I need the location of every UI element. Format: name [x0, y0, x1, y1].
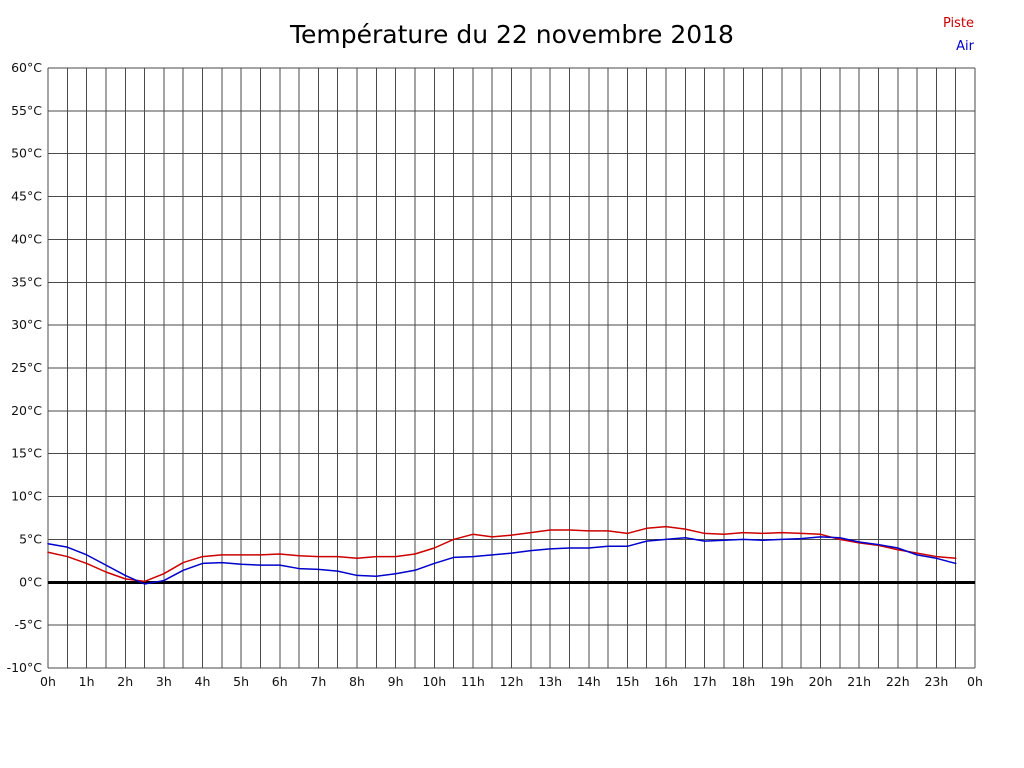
x-tick-label: 9h: [388, 674, 404, 689]
y-tick-label: 45°C: [11, 189, 42, 204]
x-tick-label: 7h: [310, 674, 326, 689]
x-tick-label: 16h: [654, 674, 678, 689]
series-line-air: [47, 536, 957, 585]
y-tick-label: -5°C: [15, 617, 43, 632]
x-tick-label: 19h: [770, 674, 794, 689]
x-tick-label: 12h: [500, 674, 524, 689]
x-tick-label: 6h: [272, 674, 288, 689]
x-tick-label: 4h: [195, 674, 211, 689]
y-tick-label: 20°C: [11, 403, 42, 418]
x-tick-label: 1h: [79, 674, 95, 689]
x-tick-label: 10h: [422, 674, 446, 689]
y-tick-label: 35°C: [11, 274, 42, 289]
x-tick-label: 2h: [117, 674, 133, 689]
y-tick-label: 30°C: [11, 317, 42, 332]
y-tick-label: 0°C: [19, 574, 42, 589]
y-tick-label: 5°C: [19, 531, 42, 546]
y-tick-label: 40°C: [11, 231, 42, 246]
y-tick-label: 15°C: [11, 446, 42, 461]
x-tick-label: 23h: [924, 674, 948, 689]
x-tick-label: 5h: [233, 674, 249, 689]
legend-item-air: Air: [956, 39, 974, 54]
y-tick-label: 10°C: [11, 489, 42, 504]
y-tick-label: 50°C: [11, 146, 42, 161]
x-tick-label: 20h: [809, 674, 833, 689]
y-tick-label: -10°C: [7, 660, 43, 675]
x-tick-label: 8h: [349, 674, 365, 689]
x-tick-label: 11h: [461, 674, 485, 689]
chart-title: Température du 22 novembre 2018: [290, 20, 734, 49]
x-tick-label: 15h: [615, 674, 639, 689]
x-tick-label: 14h: [577, 674, 601, 689]
x-tick-label: 21h: [847, 674, 871, 689]
y-tick-label: 25°C: [11, 360, 42, 375]
x-tick-label: 18h: [731, 674, 755, 689]
y-tick-label: 60°C: [11, 60, 42, 75]
x-tick-label: 17h: [693, 674, 717, 689]
x-tick-label: 3h: [156, 674, 172, 689]
series-line-piste: [47, 525, 957, 583]
x-tick-label: 22h: [886, 674, 910, 689]
x-tick-label: 0h: [40, 674, 56, 689]
x-tick-label: 0h: [967, 674, 983, 689]
y-tick-label: 55°C: [11, 103, 42, 118]
legend-item-piste: Piste: [942, 16, 974, 31]
x-tick-label: 13h: [538, 674, 562, 689]
legend: Piste Air: [943, 12, 974, 58]
